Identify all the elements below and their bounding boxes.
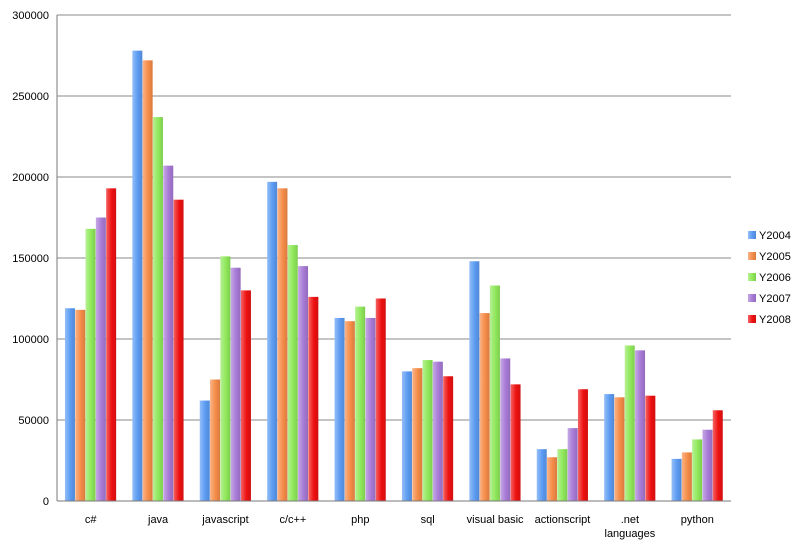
y-axis-tick-labels: 0 50000 100000 150000 200000 250000 300000 [12,10,49,508]
bar-y2004-net-languages [604,394,615,501]
bar-y2004-python [671,458,682,501]
bar-y2004-actionscript [536,449,547,501]
legend-label-y2007: Y2007 [759,293,791,305]
bar-y2005-actionscript [547,457,558,501]
bar-y2006-python [692,439,703,501]
bar-y2007-php [365,317,376,501]
bar-y2006-php [355,306,366,501]
bar-y2005-c [75,309,86,501]
legend-label-y2008: Y2008 [759,314,791,326]
bar-y2008-python [712,410,723,501]
bar-y2004-java [132,50,143,501]
x-category-label: c/c++ [279,514,306,526]
bar-y2007-actionscript [567,428,578,501]
bar-y2004-php [334,317,345,501]
bar-y2004-c [64,308,75,501]
bar-y2008-sql [443,376,454,501]
legend-label-y2004: Y2004 [759,230,791,242]
bar-y2006-sql [422,360,433,501]
x-category-label: c# [85,514,98,526]
bar-y2004-visual-basic [469,261,480,501]
bar-y2005-python [681,452,692,501]
x-category-label: php [351,514,369,526]
x-category-label: python [681,514,714,526]
bar-y2008-c [106,188,117,501]
bar-y2008-php [375,298,386,501]
bar-y2008-java [173,199,184,501]
bar-y2008-c-c [308,296,319,501]
bar-y2008-javascript [240,290,251,501]
bar-y2005-javascript [210,379,221,501]
bar-y2007-javascript [230,267,241,501]
bar-y2005-net-languages [614,397,625,501]
legend-swatch-y2006 [748,273,756,281]
y-tick-label: 50000 [18,415,49,427]
y-tick-label: 0 [43,496,49,508]
axes [56,15,731,502]
bar-y2006-c [85,228,96,501]
bar-y2008-actionscript [577,389,588,501]
bar-y2007-c [95,217,106,501]
bar-y2007-java [163,165,174,501]
bar-y2007-sql [432,361,443,501]
bar-y2006-java [152,117,163,501]
bars [64,50,723,502]
x-category-label: sql [421,514,435,526]
legend-swatch-y2004 [748,231,756,239]
bar-y2008-visual-basic [510,384,521,501]
legend-label-y2005: Y2005 [759,251,791,263]
x-category-label: visual basic [467,514,524,526]
y-tick-label: 250000 [12,91,49,103]
bar-y2007-python [702,429,713,501]
y-tick-label: 150000 [12,253,49,265]
bar-y2007-c-c [298,266,309,501]
legend-swatch-y2005 [748,252,756,260]
bar-y2005-visual-basic [479,313,490,501]
bar-y2006-javascript [220,256,231,501]
bar-y2006-actionscript [557,449,568,501]
bar-y2005-java [142,60,153,502]
bar-y2005-c-c [277,188,288,501]
bar-y2005-php [344,321,355,501]
x-category-label: javascript [201,514,248,526]
y-tick-label: 100000 [12,334,49,346]
bar-y2004-sql [401,371,412,501]
bar-y2008-net-languages [645,395,656,501]
x-category-label: actionscript [535,514,591,526]
x-category-label: .net languages [605,514,656,540]
bar-y2004-c-c [267,181,278,502]
y-tick-label: 300000 [12,10,49,22]
legend-label-y2006: Y2006 [759,272,791,284]
legend-swatch-y2007 [748,294,756,302]
bar-y2004-javascript [199,400,210,501]
bar-y2007-net-languages [635,350,646,501]
bar-y2007-visual-basic [500,358,511,501]
bar-y2005-sql [412,368,423,501]
y-tick-label: 200000 [12,172,49,184]
x-axis-category-labels: c# java javascript c/c++ php sql visual basic a… [85,514,714,540]
bar-y2006-visual-basic [489,285,500,501]
legend: Y2004 Y2005 Y2006 Y2007 Y2008 [748,230,791,326]
legend-swatch-y2008 [748,315,756,323]
bar-y2006-net-languages [624,345,635,501]
bar-y2006-c-c [287,245,298,501]
x-category-label: java [147,514,169,526]
